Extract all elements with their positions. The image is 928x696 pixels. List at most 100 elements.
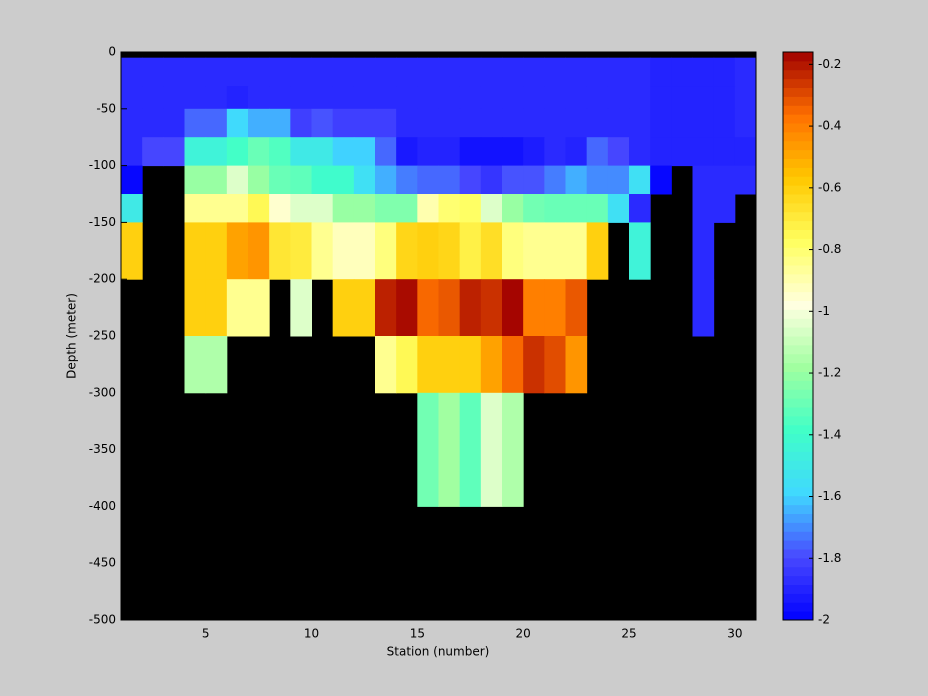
heatmap-cell — [184, 222, 207, 280]
heatmap-cell — [629, 165, 651, 195]
heatmap-cell — [629, 108, 651, 138]
heatmap-cell — [565, 222, 588, 280]
colorbar-segment — [783, 460, 813, 470]
y-tick-label: -200 — [89, 272, 116, 286]
colorbar-segment — [783, 540, 813, 550]
heatmap-cell — [417, 137, 439, 167]
heatmap-cell — [332, 222, 355, 280]
heatmap-cell — [375, 86, 397, 110]
colorbar-segment — [783, 123, 813, 133]
y-tick-label: -250 — [89, 329, 116, 343]
x-tick-label: 30 — [727, 627, 742, 641]
colorbar-segment — [783, 380, 813, 390]
heatmap-cell — [290, 222, 312, 280]
x-axis-label: Station (number) — [387, 645, 490, 659]
colorbar-segment — [783, 114, 813, 124]
heatmap-cell — [607, 108, 630, 138]
x-tick-label: 15 — [410, 627, 425, 641]
colorbar-segment — [783, 575, 813, 585]
heatmap-cell — [692, 165, 715, 195]
heatmap-cell — [184, 194, 207, 223]
heatmap-cell — [121, 194, 143, 223]
heatmap-cell — [332, 279, 355, 337]
heatmap-cell — [523, 137, 545, 167]
heatmap-cell — [671, 86, 693, 110]
heatmap-cell — [332, 194, 355, 223]
heatmap-cell — [375, 222, 397, 280]
heatmap-cell — [375, 137, 397, 167]
heatmap-cell — [438, 392, 461, 507]
heatmap-cell — [586, 137, 609, 167]
y-tick-label: -400 — [89, 499, 116, 513]
colorbar-segment — [783, 211, 813, 222]
colorbar-segment — [783, 478, 813, 488]
heatmap-cell — [523, 336, 545, 394]
heatmap-cell — [332, 108, 355, 138]
colorbar-segment — [783, 486, 813, 497]
heatmap-cell — [480, 392, 503, 507]
colorbar-segment — [783, 194, 813, 204]
heatmap-cell — [269, 57, 291, 87]
heatmap-cell — [396, 165, 418, 195]
heatmap-cell — [629, 137, 651, 167]
colorbar-segment — [783, 344, 813, 355]
heatmap-cell — [629, 86, 651, 110]
heatmap-cell — [650, 57, 672, 87]
heatmap-cell — [184, 86, 207, 110]
heatmap-cell — [692, 279, 715, 337]
heatmap-cell — [438, 279, 461, 337]
colorbar-segment — [783, 105, 813, 115]
x-tick-label: 5 — [202, 627, 210, 641]
heatmap-cell — [692, 194, 715, 223]
heatmap-cell — [375, 165, 397, 195]
heatmap-cell — [269, 137, 291, 167]
colorbar-segment — [783, 300, 813, 310]
heatmap-cell — [226, 165, 249, 195]
heatmap-cell — [480, 194, 503, 223]
heatmap-cell — [142, 57, 164, 87]
heatmap-cell — [226, 279, 249, 337]
colorbar-segment — [783, 176, 813, 186]
heatmap-cell — [205, 137, 228, 167]
heatmap-cell — [375, 194, 397, 223]
heatmap-cell — [396, 279, 418, 337]
colorbar-tick-label: -1.6 — [818, 489, 841, 503]
heatmap-cell — [523, 222, 545, 280]
colorbar-segment — [783, 611, 813, 621]
heatmap-cell — [523, 57, 545, 87]
heatmap-cell — [650, 86, 672, 110]
colorbar-tick-label: -0.2 — [818, 57, 841, 71]
heatmap-cell — [480, 336, 503, 394]
heatmap-cell — [248, 57, 270, 87]
colorbar-segment — [783, 309, 813, 319]
heatmap-cell — [163, 108, 185, 138]
colorbar-segment — [783, 504, 813, 514]
heatmap-cell — [692, 222, 715, 280]
heatmap-cell — [650, 137, 672, 167]
heatmap-cell — [184, 108, 207, 138]
heatmap-cell — [713, 57, 736, 87]
colorbar-segment — [783, 247, 813, 257]
colorbar-segment — [783, 469, 813, 479]
heatmap-cell — [184, 336, 207, 394]
heatmap-cell — [502, 279, 524, 337]
heatmap-cell — [544, 57, 566, 87]
heatmap-cell — [205, 86, 228, 110]
heatmap-cell — [671, 57, 693, 87]
heatmap-cell — [565, 137, 588, 167]
heatmap-cell — [459, 86, 482, 110]
heatmap-cell — [396, 222, 418, 280]
heatmap-cell — [586, 194, 609, 223]
y-tick-label: -150 — [89, 215, 116, 229]
colorbar-segment — [783, 273, 813, 284]
heatmap-cell — [734, 137, 757, 167]
colorbar-tick-label: -1.2 — [818, 366, 841, 380]
heatmap-cell — [311, 137, 334, 167]
heatmap-cell — [629, 222, 651, 280]
heatmap-cell — [417, 194, 439, 223]
heatmap-cell — [607, 86, 630, 110]
heatmap-cell — [480, 222, 503, 280]
heatmap-cell — [523, 165, 545, 195]
heatmap-cell — [544, 336, 566, 394]
heatmap-cell — [417, 279, 439, 337]
